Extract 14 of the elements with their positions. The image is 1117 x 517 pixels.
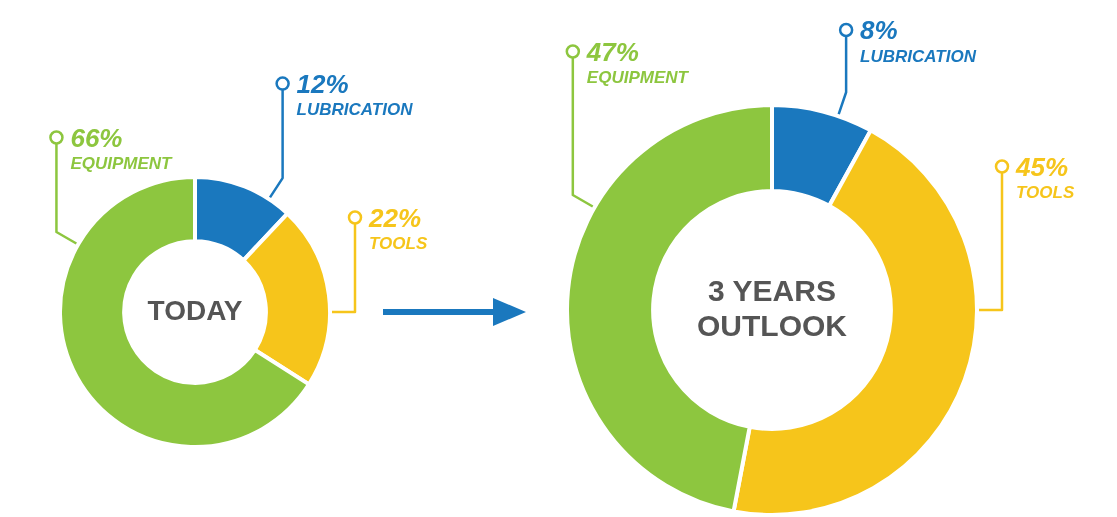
data-label: 22%	[368, 202, 422, 233]
legend-label: LUBRICATION	[296, 100, 414, 120]
legend-label: EQUIPMENT	[70, 154, 174, 174]
data-label: 8%	[860, 15, 898, 46]
text: TODAY	[147, 294, 243, 326]
data-label: 47%	[585, 36, 639, 67]
data-label: 66%	[70, 122, 123, 153]
data-label: 12%	[296, 68, 349, 99]
legend-label: LUBRICATION	[860, 46, 977, 66]
text: 3 YEARS OUTLOOK	[697, 274, 848, 342]
legend-label: TOOLS	[1016, 183, 1075, 203]
legend-label: TOOLS	[369, 234, 428, 254]
data-label: 45%	[1015, 151, 1069, 182]
legend-label: EQUIPMENT	[586, 68, 690, 88]
